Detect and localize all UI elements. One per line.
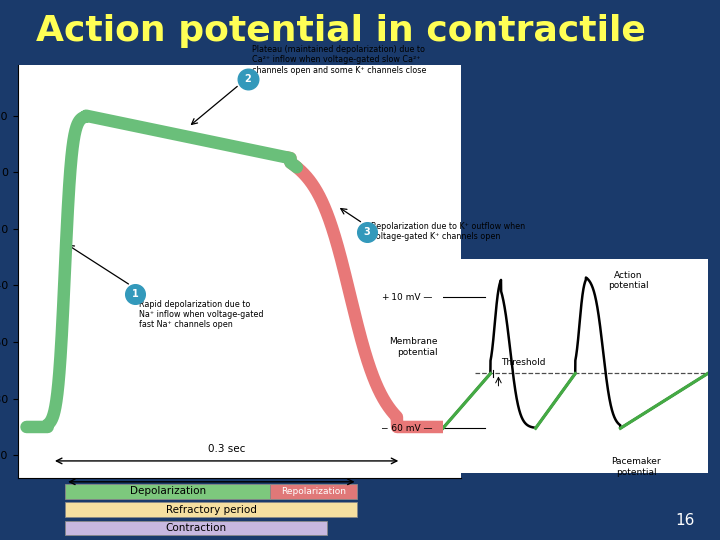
Text: Repolarization: Repolarization [282, 487, 346, 496]
Text: 16: 16 [675, 513, 695, 528]
Text: 0.3 sec: 0.3 sec [208, 444, 246, 454]
Text: Depolarization: Depolarization [130, 487, 206, 496]
Text: Action
potential: Action potential [608, 271, 649, 290]
Text: Rapid depolarization due to
Na⁺ inflow when voltage-gated
fast Na⁺ channels open: Rapid depolarization due to Na⁺ inflow w… [140, 300, 264, 329]
Text: 20.11: 20.11 [251, 505, 282, 516]
Text: Action potential in contractile: Action potential in contractile [36, 14, 646, 48]
Text: − 60 mV —: − 60 mV — [381, 424, 432, 433]
Text: Plateau (maintained depolarization) due to
Ca²⁺ inflow when voltage-gated slow C: Plateau (maintained depolarization) due … [252, 45, 426, 75]
Bar [66, 484, 270, 499]
Text: + 10 mV —: + 10 mV — [382, 293, 432, 302]
Point [130, 289, 141, 298]
Text: 3: 3 [364, 227, 371, 237]
Text: Contraction: Contraction [166, 523, 227, 533]
Text: 2: 2 [245, 74, 251, 84]
Point [242, 75, 253, 83]
Text: Refractory period: Refractory period [166, 505, 257, 515]
Bar [66, 521, 327, 535]
Point [361, 227, 373, 236]
Text: Membrane
potential: Membrane potential [389, 337, 438, 356]
Text: Repolarization due to K⁺ outflow when
voltage-gated K⁺ channels open: Repolarization due to K⁺ outflow when vo… [372, 222, 526, 241]
Text: fibers: fibers [36, 73, 154, 107]
Text: 1: 1 [132, 289, 138, 299]
Bar [270, 484, 358, 499]
Text: Threshold: Threshold [501, 359, 546, 367]
Text: Pacemaker
potential: Pacemaker potential [611, 457, 661, 477]
Bar [66, 502, 358, 517]
